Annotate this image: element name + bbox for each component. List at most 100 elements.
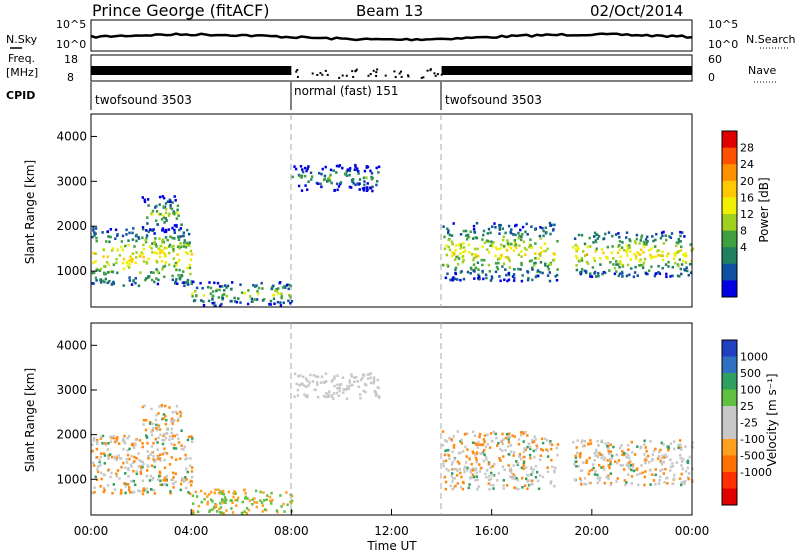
echo-cell — [95, 239, 98, 243]
echo-cell — [357, 170, 360, 173]
echo-cell — [99, 464, 102, 467]
echo-cell — [528, 259, 532, 263]
echo-cell — [213, 505, 216, 509]
echo-cell — [509, 246, 513, 250]
echo-cell — [671, 465, 675, 468]
echo-cell — [679, 240, 682, 243]
echo-cell — [514, 477, 517, 481]
echo-cell — [512, 454, 515, 457]
echo-cell — [95, 439, 99, 442]
colorbar-tick-label: -25 — [740, 417, 758, 430]
echo-cell — [330, 394, 333, 397]
echo-cell — [150, 271, 153, 274]
echo-cell — [576, 256, 579, 260]
echo-cell — [598, 476, 602, 480]
echo-cell — [615, 270, 618, 273]
echo-cell — [326, 179, 329, 183]
echo-cell — [449, 278, 452, 282]
echo-cell — [469, 272, 472, 275]
echo-cell — [164, 228, 168, 232]
echo-cell — [95, 279, 98, 282]
echo-cell — [115, 438, 119, 441]
echo-cell — [346, 385, 349, 388]
echo-cell — [620, 270, 624, 274]
echo-cell — [513, 239, 517, 242]
echo-cell — [587, 442, 590, 446]
echo-cell — [669, 236, 673, 239]
echo-cell — [602, 251, 605, 255]
echo-cell — [596, 237, 599, 240]
echo-cell — [142, 247, 146, 251]
echo-cell — [353, 376, 356, 379]
echo-cell — [103, 280, 106, 284]
echo-cell — [445, 244, 448, 247]
echo-cell — [362, 189, 366, 192]
echo-cell — [556, 239, 559, 243]
echo-cell — [664, 453, 667, 457]
echo-cell — [455, 255, 458, 259]
echo-cell — [130, 260, 134, 263]
echo-cell — [621, 272, 624, 275]
echo-cell — [586, 262, 590, 265]
echo-cell — [609, 460, 612, 463]
echo-cell — [146, 441, 149, 445]
echo-cell — [527, 277, 530, 280]
echo-cell — [608, 466, 611, 470]
echo-cell — [342, 388, 345, 391]
echo-cell — [452, 252, 455, 255]
echo-cell — [235, 300, 239, 304]
echo-cell — [654, 473, 657, 477]
echo-cell — [607, 441, 610, 445]
echo-cell — [164, 207, 168, 211]
echo-cell — [450, 474, 453, 478]
echo-cell — [501, 265, 504, 268]
echo-cell — [175, 412, 179, 415]
echo-cell — [112, 282, 115, 285]
freq-dot — [433, 72, 436, 75]
echo-cell — [634, 241, 637, 245]
echo-cell — [168, 198, 171, 202]
echo-cell — [157, 412, 160, 415]
colorbar-tick-label: -500 — [740, 450, 765, 463]
echo-cell — [497, 257, 500, 261]
echo-cell — [184, 476, 187, 479]
echo-cell — [243, 292, 246, 295]
echo-cell — [314, 388, 317, 391]
echo-cell — [159, 483, 162, 487]
echo-cell — [242, 488, 246, 492]
echo-cell — [599, 263, 602, 266]
echo-cell — [550, 458, 553, 462]
echo-cell — [123, 482, 126, 485]
echo-cell — [555, 446, 558, 450]
echo-cell — [549, 224, 552, 227]
echo-cell — [660, 461, 663, 464]
echo-cell — [521, 274, 524, 277]
echo-cell — [442, 462, 445, 465]
echo-cell — [174, 280, 177, 284]
echo-cell — [477, 273, 480, 277]
echo-cell — [678, 258, 681, 261]
echo-cell — [120, 488, 123, 492]
echo-cell — [263, 298, 266, 301]
echo-cell — [487, 263, 491, 267]
echo-cell — [175, 278, 178, 281]
echo-cell — [676, 274, 680, 278]
echo-cell — [454, 277, 457, 281]
echo-cell — [469, 476, 472, 479]
echo-cell — [175, 211, 179, 215]
echo-cell — [336, 182, 339, 186]
echo-cell — [186, 252, 190, 256]
echo-cell — [576, 451, 579, 455]
cpid-segment-2: normal (fast) 151 — [294, 84, 398, 98]
echo-cell — [161, 241, 164, 244]
echo-cell — [459, 278, 462, 282]
echo-cell — [145, 277, 148, 280]
echo-cell — [161, 438, 164, 442]
echo-cell — [679, 443, 682, 446]
echo-cell — [688, 262, 692, 266]
echo-cell — [597, 272, 600, 275]
echo-cell — [173, 228, 176, 232]
echo-cell — [94, 227, 98, 230]
echo-cell — [577, 233, 581, 237]
